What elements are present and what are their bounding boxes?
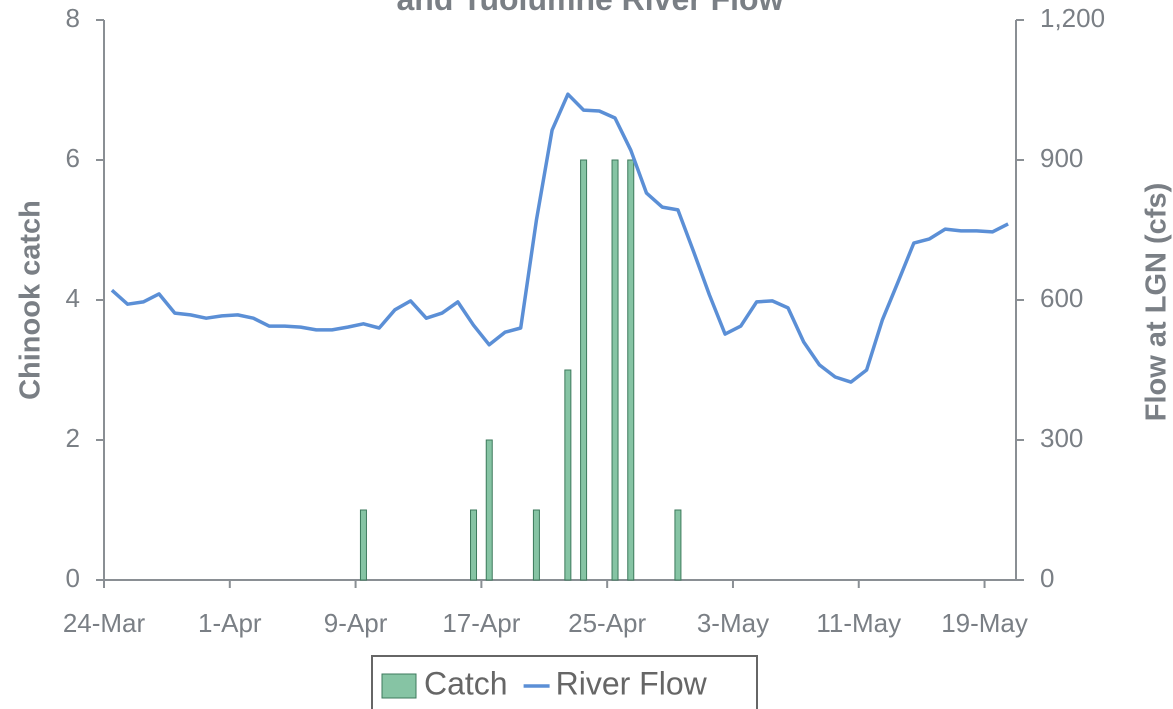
y2-tick-label: 300 xyxy=(1040,423,1083,453)
y-tick-label: 2 xyxy=(66,423,80,453)
y-tick-label: 0 xyxy=(66,563,80,593)
line xyxy=(110,92,1009,384)
x-tick-label: 25-Apr xyxy=(568,608,646,638)
y2-axis-title: Flow at LGN (cfs) xyxy=(1141,183,1173,421)
x-tick-label: 24-Mar xyxy=(63,608,146,638)
chart-title: and Tuolumne River Flow xyxy=(397,0,784,17)
y-axis-title: Chinook catch xyxy=(15,200,47,400)
y2-tick-label: 1,200 xyxy=(1040,3,1105,33)
x-tick-label: 1-Apr xyxy=(198,608,262,638)
y-tick-label: 8 xyxy=(66,3,80,33)
bar xyxy=(485,439,493,581)
legend-box xyxy=(371,655,758,709)
bar xyxy=(564,369,572,581)
y-tick-label: 6 xyxy=(66,143,80,173)
y2-tick-label: 0 xyxy=(1040,563,1054,593)
x-tick-label: 19-May xyxy=(941,608,1028,638)
x-tick-label: 11-May xyxy=(816,608,901,638)
y2-tick-label: 600 xyxy=(1040,283,1083,313)
y2-tick-label: 900 xyxy=(1040,143,1083,173)
bar xyxy=(532,509,540,581)
bar xyxy=(674,509,682,581)
x-tick-label: 3-May xyxy=(697,608,769,638)
bar xyxy=(580,159,588,581)
y-tick-label: 4 xyxy=(66,283,80,313)
bar xyxy=(359,509,367,581)
legend-swatch xyxy=(381,673,417,699)
bar xyxy=(611,159,619,581)
x-tick-label: 9-Apr xyxy=(324,608,388,638)
x-tick-label: 17-Apr xyxy=(442,608,520,638)
bar xyxy=(627,159,635,581)
bar xyxy=(470,509,478,581)
legend-label: Catch xyxy=(424,665,508,701)
legend-label: River Flow xyxy=(556,665,708,701)
